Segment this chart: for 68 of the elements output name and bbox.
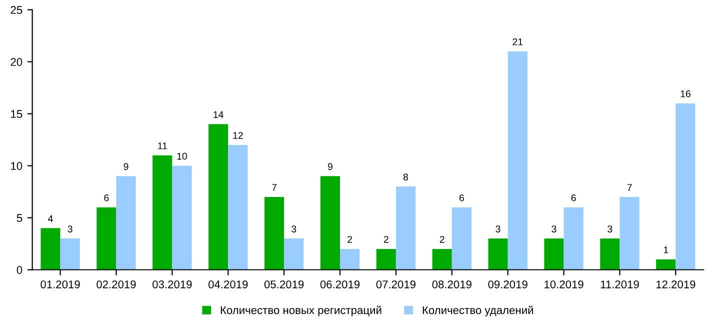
bar (396, 186, 416, 270)
data-label: 6 (571, 194, 576, 202)
x-tick-label: 01.2019 (40, 280, 80, 288)
x-tick-label: 09.2019 (488, 280, 528, 288)
bar (432, 248, 452, 270)
y-tick-label: 25 (10, 6, 22, 14)
data-label: 2 (440, 236, 444, 243)
bar (284, 238, 304, 270)
bar (508, 51, 528, 270)
x-tick-label: 08.2019 (432, 280, 472, 288)
data-label: 8 (403, 174, 408, 180)
x-tick-label: 02.2019 (96, 280, 136, 288)
x-tick-label: 11.2019 (600, 280, 639, 288)
bar (208, 124, 228, 270)
data-label: 2 (384, 236, 388, 243)
bar (116, 176, 136, 270)
bar (60, 238, 80, 270)
bar (40, 228, 60, 270)
data-label: 3 (608, 226, 612, 232)
data-label: 12 (233, 132, 243, 139)
x-tick-label: 05.2019 (264, 280, 304, 288)
y-tick-label: 15 (11, 110, 22, 118)
bar (320, 176, 340, 270)
x-tick-label: 03.2019 (152, 280, 192, 288)
data-label: 9 (328, 163, 332, 170)
bar (676, 103, 696, 270)
data-label: 7 (627, 184, 632, 191)
bar (544, 238, 564, 270)
bar (228, 144, 248, 270)
bar (172, 166, 192, 270)
y-tick-label: 10 (11, 162, 22, 170)
data-label: 7 (272, 184, 276, 191)
data-label: 6 (104, 194, 109, 202)
bar (452, 207, 472, 270)
y-tick-label: 0 (16, 266, 22, 274)
x-tick-label: 04.2019 (208, 280, 248, 288)
data-label: 11 (158, 142, 167, 150)
x-tick-label: 12.2019 (656, 280, 696, 288)
bar (264, 196, 284, 270)
x-tick-label: 07.2019 (376, 280, 416, 288)
bar (620, 196, 640, 270)
data-label: 3 (496, 226, 500, 232)
data-label: 3 (68, 226, 72, 232)
x-tick-label: 10.2019 (544, 280, 584, 288)
data-label: 14 (214, 111, 224, 118)
bar (376, 248, 396, 270)
x-tick-label: 06.2019 (320, 280, 360, 288)
data-label: 4 (48, 215, 53, 222)
data-label: 2 (348, 236, 352, 243)
bar (340, 248, 360, 270)
bar (96, 207, 116, 270)
bar (152, 155, 172, 270)
data-label: 10 (177, 152, 187, 160)
y-tick-label: 20 (10, 58, 22, 66)
y-tick-label: 5 (16, 214, 22, 222)
legend-label: Количество удалений (422, 306, 533, 316)
data-label: 9 (124, 163, 128, 170)
data-label: 3 (292, 226, 296, 232)
data-label: 21 (512, 38, 523, 46)
data-label: 3 (552, 226, 556, 232)
data-label: 1 (664, 246, 668, 254)
bar (656, 259, 676, 270)
legend-label: Количество новых регистраций (220, 306, 382, 316)
bar (564, 207, 584, 270)
bar (488, 238, 508, 270)
data-label: 6 (459, 194, 464, 202)
bar (600, 238, 620, 270)
data-label: 16 (680, 90, 690, 98)
